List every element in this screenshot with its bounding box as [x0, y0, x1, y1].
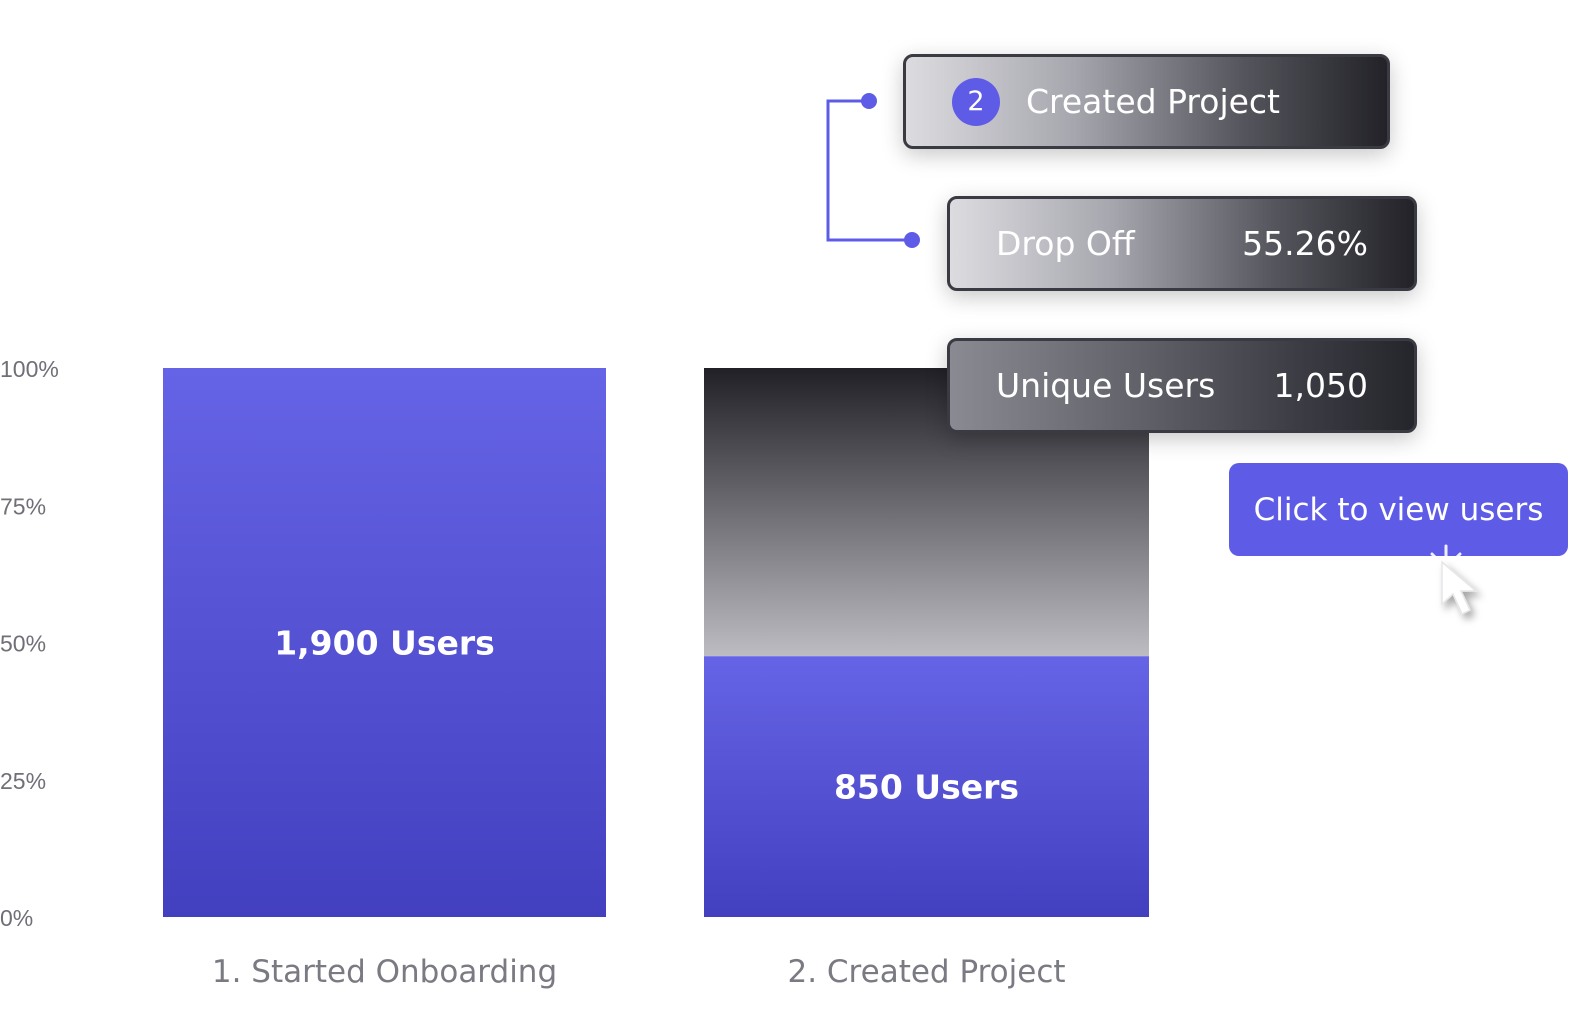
y-tick-label: 25%	[0, 768, 46, 794]
unique-users-label: Unique Users	[996, 366, 1216, 405]
dropoff-value: 55.26%	[1242, 224, 1368, 263]
view-users-button-label: Click to view users	[1253, 491, 1544, 528]
x-category-label: 2. Created Project	[787, 954, 1065, 990]
connector-dot-bottom	[904, 232, 920, 248]
y-tick-label: 100%	[0, 356, 59, 382]
bar[interactable]	[163, 368, 606, 917]
bar[interactable]	[704, 656, 1149, 917]
unique-users-value: 1,050	[1273, 366, 1368, 405]
y-tick-label: 50%	[0, 631, 46, 657]
view-users-button[interactable]: Click to view users	[1229, 463, 1568, 556]
y-tick-label: 75%	[0, 493, 46, 519]
step-number-badge: 2	[952, 77, 1000, 126]
dropoff-label: Drop Off	[996, 224, 1135, 263]
y-tick-label: 0%	[0, 905, 33, 931]
step-tooltip: 2 Created Project	[903, 54, 1390, 149]
unique-users-tooltip: Unique Users 1,050	[947, 338, 1417, 433]
pointer-hand-icon	[1430, 544, 1479, 616]
bar-value-label: 850 Users	[834, 768, 1019, 807]
dropoff-tooltip: Drop Off 55.26%	[947, 196, 1417, 291]
connector-dot-top	[861, 93, 877, 109]
bar-value-label: 1,900 Users	[274, 624, 495, 663]
step-name: Created Project	[1026, 82, 1280, 121]
tooltip-connector	[826, 93, 920, 248]
x-category-label: 1. Started Onboarding	[212, 954, 557, 990]
